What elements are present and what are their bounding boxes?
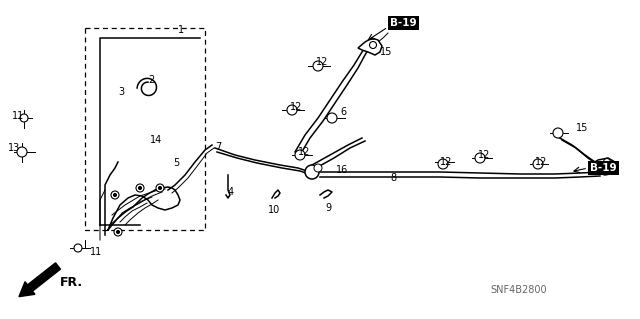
Circle shape [17, 147, 27, 157]
Circle shape [313, 61, 323, 71]
Text: 3: 3 [118, 87, 124, 97]
FancyArrow shape [19, 263, 60, 297]
Text: 14: 14 [150, 135, 163, 145]
Circle shape [553, 128, 563, 138]
Circle shape [287, 105, 297, 115]
Circle shape [136, 184, 144, 192]
Circle shape [114, 228, 122, 236]
Text: 15: 15 [380, 47, 392, 57]
Circle shape [533, 159, 543, 169]
Text: 9: 9 [325, 203, 331, 213]
Text: 8: 8 [390, 173, 396, 183]
Text: 12: 12 [298, 147, 310, 157]
Text: 12: 12 [440, 157, 452, 167]
Circle shape [591, 166, 598, 173]
Text: 15: 15 [576, 123, 588, 133]
Circle shape [295, 150, 305, 160]
Circle shape [475, 153, 485, 163]
Circle shape [20, 114, 28, 122]
Text: 4: 4 [228, 187, 234, 197]
Text: 7: 7 [215, 142, 221, 152]
Circle shape [74, 244, 82, 252]
Circle shape [369, 41, 376, 48]
Circle shape [116, 231, 120, 234]
Circle shape [156, 184, 164, 192]
Text: 12: 12 [535, 157, 547, 167]
Text: 16: 16 [336, 165, 348, 175]
Circle shape [604, 159, 611, 166]
Text: B-19: B-19 [390, 18, 417, 28]
Text: 12: 12 [316, 57, 328, 67]
Circle shape [159, 187, 161, 189]
Text: 13: 13 [8, 143, 20, 153]
Circle shape [113, 194, 116, 197]
Polygon shape [590, 158, 618, 175]
Circle shape [305, 165, 319, 179]
Text: 10: 10 [268, 205, 280, 215]
Text: B-19: B-19 [590, 163, 616, 173]
Circle shape [327, 113, 337, 123]
Text: 12: 12 [290, 102, 302, 112]
Text: 6: 6 [340, 107, 346, 117]
Text: 1: 1 [178, 25, 184, 35]
Text: 11: 11 [90, 247, 102, 257]
Text: FR.: FR. [60, 276, 83, 288]
Text: SNF4B2800: SNF4B2800 [490, 285, 547, 295]
Text: 12: 12 [478, 150, 490, 160]
Text: 2: 2 [148, 75, 154, 85]
Text: 11: 11 [12, 111, 24, 121]
Bar [85, 28, 205, 230]
Circle shape [314, 164, 322, 172]
Circle shape [438, 159, 448, 169]
Polygon shape [358, 38, 382, 55]
Text: 5: 5 [173, 158, 179, 168]
Circle shape [111, 191, 119, 199]
Circle shape [138, 187, 141, 189]
